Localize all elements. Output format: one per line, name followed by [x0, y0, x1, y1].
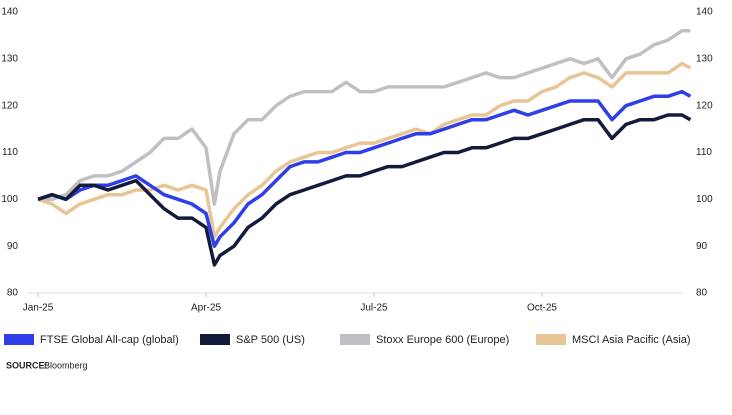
source-label: SOURCE: — [6, 360, 48, 370]
y2-tick-label: 110 — [696, 147, 712, 158]
legend-swatch — [4, 334, 34, 345]
y-tick-label: 90 — [7, 241, 19, 252]
y2-tick-label: 80 — [696, 288, 708, 299]
y-tick-label: 100 — [1, 194, 18, 205]
y-tick-label: 80 — [7, 288, 19, 299]
y2-tick-label: 100 — [696, 194, 713, 205]
legend-swatch — [200, 334, 230, 345]
x-tick-label: Jul-25 — [360, 303, 388, 314]
legend-label: FTSE Global All-cap (global) — [40, 334, 179, 346]
legend-swatch — [340, 334, 370, 345]
y-tick-label: 130 — [1, 53, 18, 64]
y-tick-label: 110 — [2, 147, 18, 158]
y2-tick-label: 140 — [696, 7, 713, 18]
y-tick-label: 120 — [1, 100, 18, 111]
legend-label: Stoxx Europe 600 (Europe) — [376, 334, 509, 346]
x-tick-label: Jan-25 — [23, 303, 54, 314]
y2-tick-label: 90 — [696, 241, 708, 252]
series-line — [37, 113, 692, 267]
source: Bloomberg — [44, 360, 88, 370]
x-tick-label: Apr-25 — [191, 303, 221, 314]
legend-label: MSCI Asia Pacific (Asia) — [572, 334, 691, 346]
legend-label: S&P 500 (US) — [236, 334, 305, 346]
y2-tick-label: 130 — [696, 53, 713, 64]
series-line — [38, 28, 691, 206]
series-line — [37, 61, 692, 239]
y2-tick-label: 120 — [696, 100, 713, 111]
legend-swatch — [536, 334, 566, 345]
x-tick-label: Oct-25 — [527, 303, 557, 314]
y-tick-label: 140 — [1, 7, 18, 18]
series-line — [37, 89, 692, 248]
